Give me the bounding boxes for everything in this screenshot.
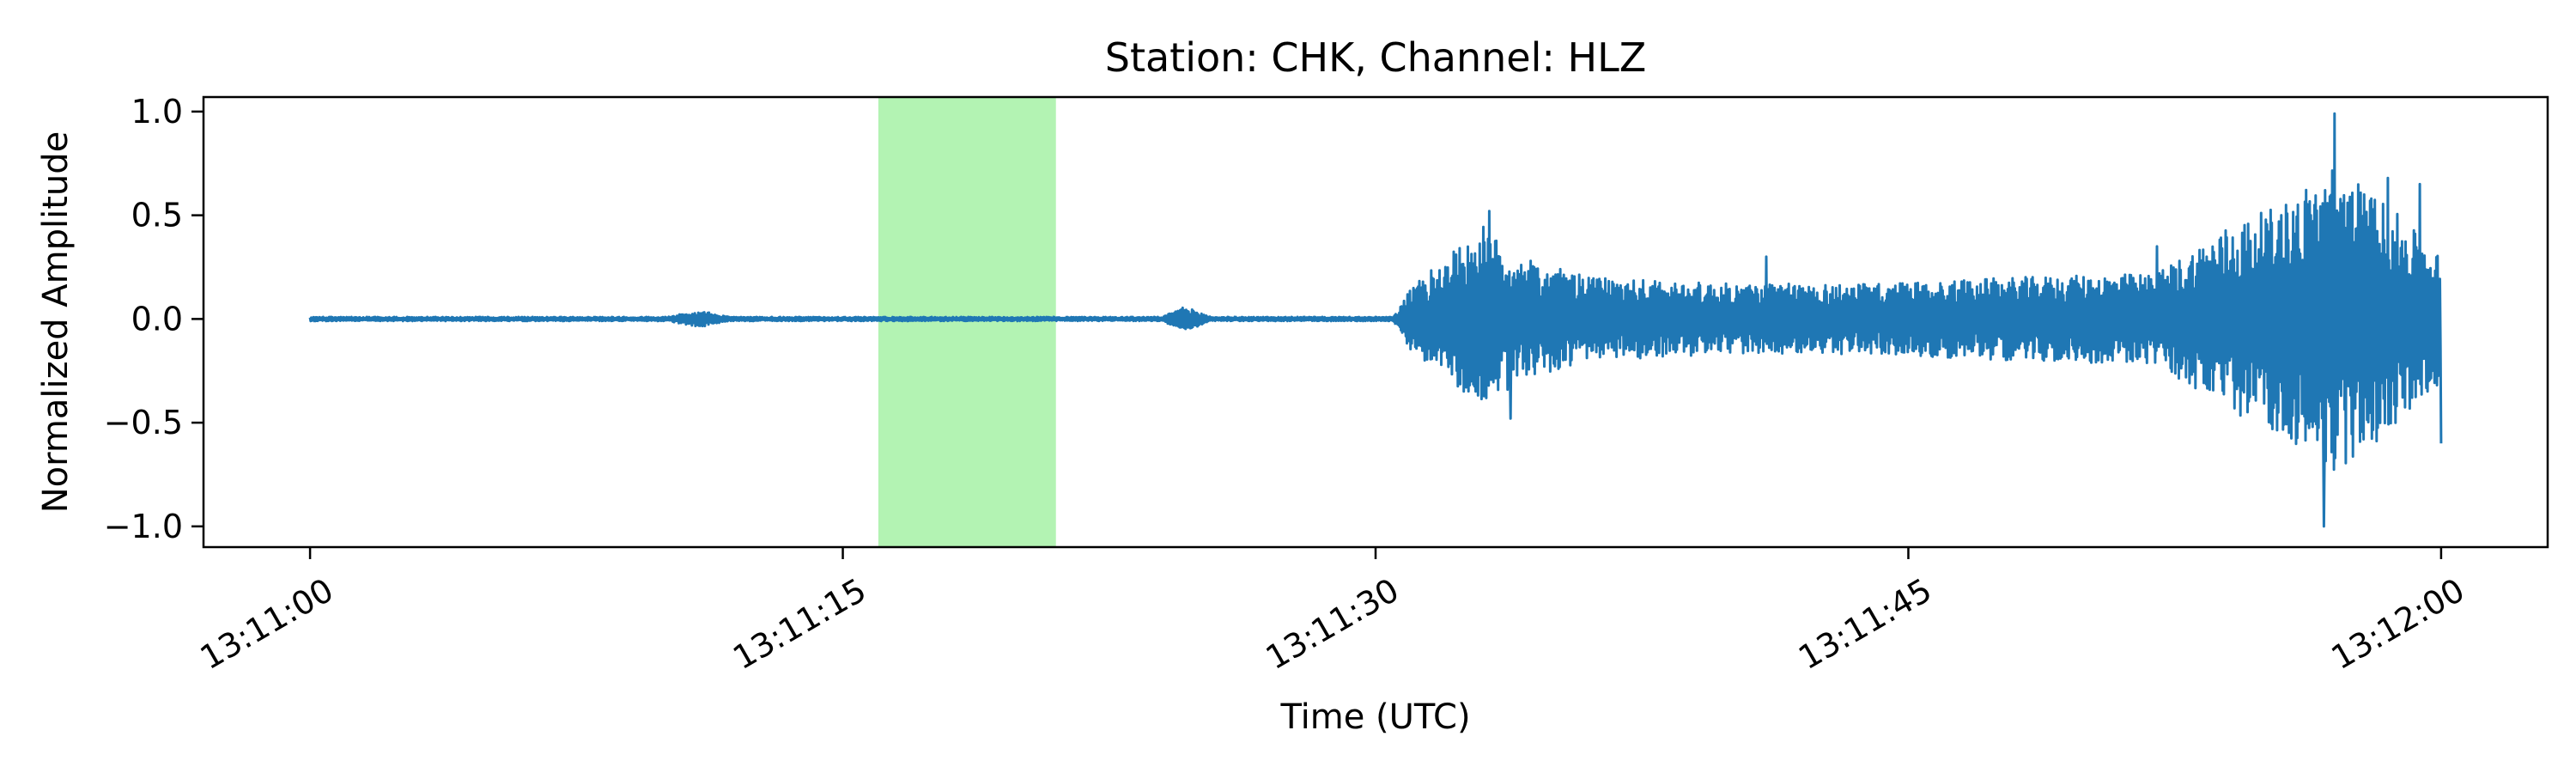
waveform-line xyxy=(308,112,2443,528)
y-tick-label: −0.5 xyxy=(104,404,183,441)
y-axis-label: Normalized Amplitude xyxy=(36,131,76,514)
y-tick-label: 0.0 xyxy=(131,300,183,338)
chart-title: Station: CHK, Channel: HLZ xyxy=(1105,34,1646,81)
y-tick-label: 1.0 xyxy=(131,93,183,131)
x-axis-label: Time (UTC) xyxy=(1279,697,1470,737)
y-tick-label: −1.0 xyxy=(104,508,183,545)
y-tick-label: 0.5 xyxy=(131,197,183,234)
highlight-window xyxy=(878,97,1056,547)
